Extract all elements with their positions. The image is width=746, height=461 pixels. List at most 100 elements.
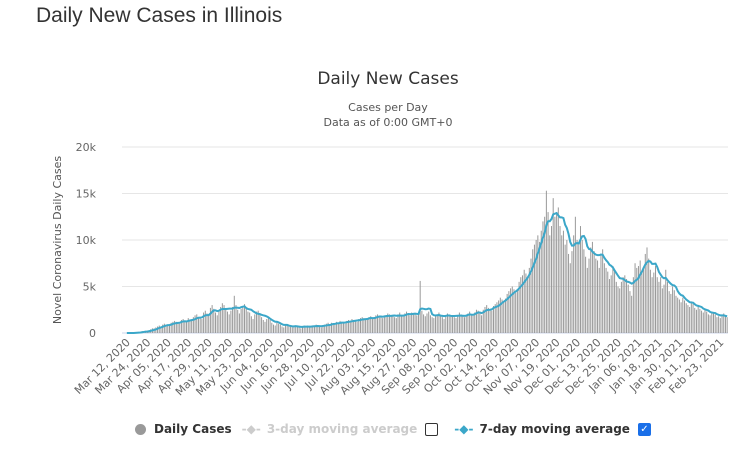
daily-cases-bar (603, 263, 605, 333)
daily-cases-bar (302, 326, 304, 333)
daily-cases-bar (522, 275, 524, 333)
daily-cases-bar (643, 267, 645, 333)
daily-cases-bar (658, 281, 660, 333)
daily-cases-bar (666, 281, 668, 333)
legend-3day-average[interactable]: -◆- 3-day moving average (242, 422, 418, 436)
daily-cases-bar (637, 266, 639, 333)
daily-cases-bar (602, 249, 604, 333)
daily-cases-bar (660, 277, 662, 333)
daily-cases-bar (678, 299, 680, 333)
daily-cases-bar (443, 319, 445, 333)
daily-cases-bar (382, 318, 384, 333)
daily-cases-bar (535, 240, 537, 333)
daily-cases-bar (458, 312, 460, 333)
daily-cases-bar (477, 310, 479, 333)
daily-cases-bar (571, 251, 573, 333)
daily-cases-bar (464, 317, 466, 333)
daily-cases-bar (332, 323, 334, 333)
daily-cases-bar (440, 315, 442, 333)
daily-cases-bar (245, 307, 247, 333)
daily-cases-bar (186, 321, 188, 333)
daily-cases-bar (530, 258, 532, 333)
daily-cases-bar (274, 325, 276, 333)
daily-cases-bar (252, 319, 254, 333)
daily-cases-bar (626, 279, 628, 333)
daily-cases-bar (165, 324, 167, 333)
line-marker-icon: -◆- (241, 422, 261, 436)
daily-cases-bar (713, 312, 715, 333)
daily-cases-bar (520, 277, 522, 333)
daily-cases-bar (583, 249, 585, 333)
7day-average-checkbox[interactable]: ✓ (637, 422, 651, 436)
y-tick-label: 0 (89, 327, 96, 340)
daily-cases-bar (412, 313, 414, 333)
daily-cases-bar (428, 311, 430, 333)
daily-cases-bar (612, 266, 614, 333)
daily-cases-bar (472, 315, 474, 333)
chart-title: Daily New Cases (317, 69, 459, 89)
daily-cases-bar (184, 320, 186, 333)
daily-cases-bar (298, 327, 300, 333)
daily-cases-bar (359, 318, 361, 333)
daily-cases-bar (585, 256, 587, 333)
daily-cases-bar (288, 326, 290, 333)
daily-cases-bar (545, 190, 547, 333)
daily-cases-bar (431, 317, 433, 333)
daily-cases-bar (276, 321, 278, 333)
page-title: Daily New Cases in Illinois (36, 4, 283, 27)
daily-cases-bar (406, 311, 408, 333)
3day-average-checkbox[interactable] (425, 422, 439, 436)
daily-cases-bar (286, 325, 288, 333)
daily-cases-bar (590, 247, 592, 333)
daily-cases-bar (170, 322, 172, 333)
daily-cases-bar (371, 319, 373, 333)
daily-cases-bar (525, 273, 527, 333)
daily-cases-bar (244, 304, 246, 333)
daily-cases-bar (296, 326, 298, 333)
daily-cases-bar (475, 309, 477, 333)
daily-cases-bar (694, 307, 696, 333)
daily-cases-bar (249, 312, 251, 333)
daily-cases-bar (528, 267, 530, 333)
daily-cases-bar (441, 317, 443, 333)
daily-cases-bar (721, 315, 723, 333)
daily-cases-bar (271, 322, 273, 333)
legend-7day-average[interactable]: -◆- 7-day moving average (454, 422, 630, 436)
daily-cases-bar (308, 326, 310, 333)
daily-cases-bar (225, 308, 227, 333)
daily-cases-bar (336, 321, 338, 333)
daily-cases-bar (421, 310, 423, 333)
daily-cases-bar (387, 313, 389, 333)
daily-cases-bar (261, 317, 263, 333)
daily-cases-bar (199, 317, 201, 333)
daily-cases-bar (550, 226, 552, 333)
daily-cases-bar (264, 321, 266, 333)
daily-cases-bar (610, 275, 612, 333)
daily-cases-bar (680, 302, 682, 333)
line-marker-icon: -◆- (454, 422, 474, 436)
daily-cases-bar (579, 226, 581, 333)
daily-cases-bar (591, 241, 593, 333)
daily-cases-bar (293, 326, 295, 333)
daily-cases-bar (470, 314, 472, 333)
daily-cases-bar (508, 291, 510, 333)
daily-cases-bar (213, 308, 215, 333)
chart-subtitle-1: Cases per Day (348, 101, 428, 114)
daily-cases-bar (498, 300, 500, 333)
legend-daily-cases[interactable]: Daily Cases (135, 422, 232, 436)
daily-cases-bar (354, 320, 356, 333)
daily-cases-bar (632, 277, 634, 333)
daily-cases-bar (651, 277, 653, 333)
daily-cases-bar (310, 327, 312, 333)
daily-cases-bar (254, 314, 256, 333)
daily-cases-bar (481, 315, 483, 333)
daily-cases-bar (330, 322, 332, 333)
y-axis-label: Novel Coronavirus Daily Cases (51, 156, 64, 324)
daily-cases-bar (172, 321, 174, 333)
daily-cases-bar (573, 235, 575, 333)
daily-cases-bar (641, 272, 643, 333)
daily-cases-bar (513, 289, 515, 333)
daily-cases-bar (574, 216, 576, 333)
daily-cases-bar (203, 312, 205, 333)
daily-cases-bar (493, 306, 495, 333)
